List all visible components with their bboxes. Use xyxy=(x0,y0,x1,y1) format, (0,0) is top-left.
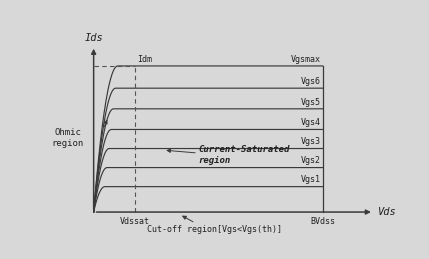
Text: Vgs2: Vgs2 xyxy=(301,156,321,165)
Text: Vds: Vds xyxy=(378,207,397,217)
Text: Vgs1: Vgs1 xyxy=(301,175,321,184)
Text: Current-Saturated
region: Current-Saturated region xyxy=(199,145,290,164)
Text: Idm: Idm xyxy=(137,55,152,64)
Text: BVdss: BVdss xyxy=(310,217,335,226)
Text: Ohmic
region: Ohmic region xyxy=(51,128,84,148)
Text: Ids: Ids xyxy=(84,33,103,43)
Text: Vgs3: Vgs3 xyxy=(301,137,321,146)
Text: Vdssat: Vdssat xyxy=(120,217,150,226)
Text: Vgs4: Vgs4 xyxy=(301,118,321,127)
Text: Vgs6: Vgs6 xyxy=(301,77,321,86)
Text: Cut-off region[Vgs<Vgs(th)]: Cut-off region[Vgs<Vgs(th)] xyxy=(147,225,282,234)
Text: Vgs5: Vgs5 xyxy=(301,98,321,107)
Text: Vgsmax: Vgsmax xyxy=(291,55,321,64)
